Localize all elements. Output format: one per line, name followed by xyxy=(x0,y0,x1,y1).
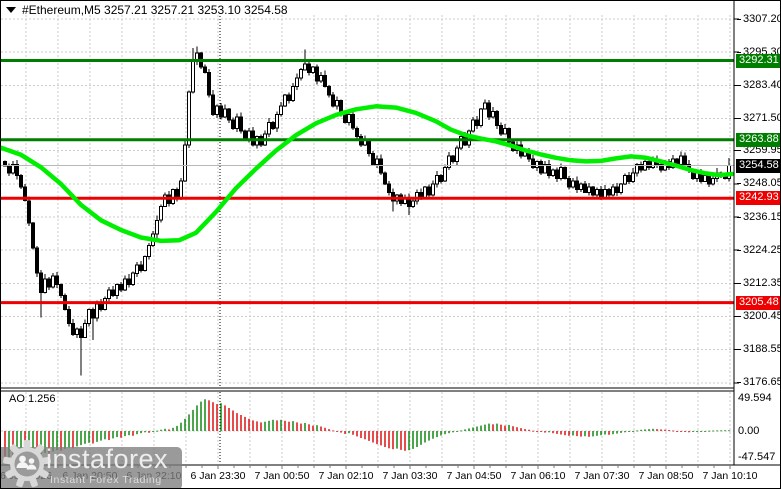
time-tick-label: 7 Jan 10:10 xyxy=(702,470,758,482)
candlesticks xyxy=(3,46,731,376)
level-price-flag: 3242.93 xyxy=(736,191,780,206)
instaforex-gear-icon xyxy=(3,440,51,488)
time-tick-label: 7 Jan 00:50 xyxy=(254,470,310,482)
chart-title-bar: #Ethereum,M5 3257.21 3257.21 3253.10 325… xyxy=(6,3,288,17)
ao-scale-max: 49.594 xyxy=(738,392,772,404)
price-tick-label: 3188.55 xyxy=(737,343,781,356)
time-tick-label: 7 Jan 06:10 xyxy=(510,470,566,482)
time-tick-label: 7 Jan 04:50 xyxy=(446,470,502,482)
price-tick-label: 3200.45 xyxy=(737,310,781,323)
chart-dropdown-arrow-icon[interactable] xyxy=(6,7,16,13)
price-tick-label: 3212.35 xyxy=(737,276,781,289)
people-glyph xyxy=(16,455,37,470)
level-price-flag: 3292.31 xyxy=(736,53,780,68)
price-tick-label: 3224.25 xyxy=(737,243,781,256)
price-tick-label: 3307.20 xyxy=(737,12,781,25)
level-price-flag: 3263.88 xyxy=(736,132,780,147)
ao-scale-min: -47.547 xyxy=(738,451,776,463)
price-tick-label: 3271.50 xyxy=(737,112,781,125)
time-tick-label: 7 Jan 07:30 xyxy=(574,470,630,482)
time-tick-label: 7 Jan 03:30 xyxy=(382,470,438,482)
instaforex-watermark: instaforex Instant Forex Trading xyxy=(1,440,182,488)
ma-line xyxy=(1,104,735,244)
chart-plot-area[interactable] xyxy=(1,1,781,471)
time-tick-label: 6 Jan 23:30 xyxy=(190,470,246,482)
price-tick-label: 3176.65 xyxy=(737,376,781,389)
price-tick-label: 3259.95 xyxy=(737,144,781,157)
watermark-tagline: Instant Forex Trading xyxy=(50,474,162,486)
price-tick-label: 3283.40 xyxy=(737,78,781,91)
time-tick-label: 7 Jan 02:10 xyxy=(318,470,374,482)
level-price-flag: 3205.48 xyxy=(736,295,780,310)
chart-title-text: #Ethereum,M5 3257.21 3257.21 3253.10 325… xyxy=(22,3,288,17)
price-tick-label: 3236.15 xyxy=(737,210,781,223)
ao-scale-zero: 0.00 xyxy=(738,425,760,437)
current-price-flag: 3254.58 xyxy=(736,158,780,173)
watermark-brand-text: instaforex xyxy=(46,444,169,474)
price-tick-label: 3248.05 xyxy=(737,177,781,190)
price-axis[interactable]: 3307.20 3295.30 3283.40 3271.50 3259.95 3248.… xyxy=(734,1,781,465)
indicator-label: AO 1.256 xyxy=(9,393,56,405)
time-tick-label: 7 Jan 08:50 xyxy=(638,470,694,482)
